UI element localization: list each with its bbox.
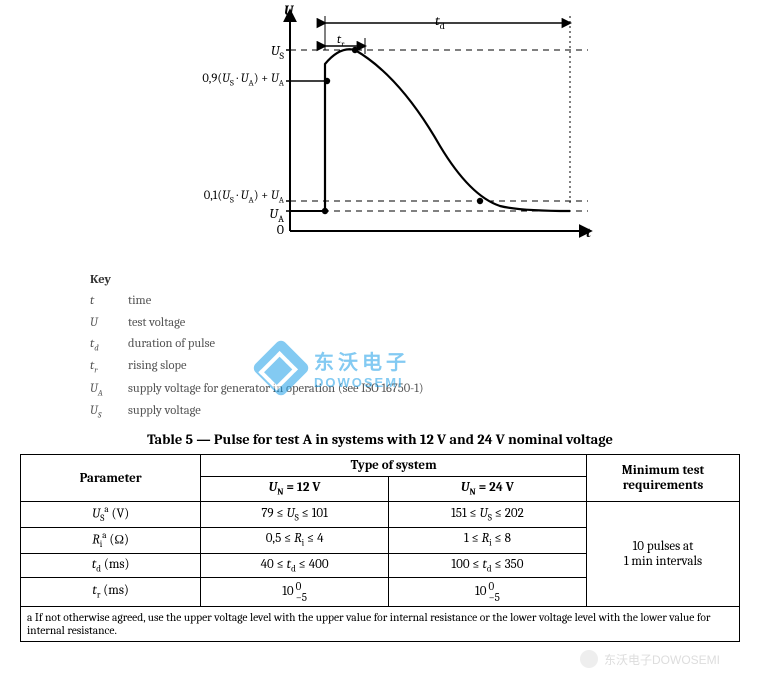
ytick-us: US bbox=[271, 42, 284, 62]
td-minreq: 10 pulses at1 min intervals bbox=[587, 501, 740, 606]
axis-u-label: U bbox=[284, 2, 293, 19]
th-type: Type of system bbox=[201, 455, 587, 477]
spec-table: Parameter Type of system Minimum testreq… bbox=[20, 454, 740, 642]
watermark-logo: 东沃电子 DOWOSEMI bbox=[260, 346, 410, 390]
page: U t td tr US 0,9(US · UA) + UA 0,1(US · … bbox=[0, 6, 760, 686]
key-row: supply voltage bbox=[128, 401, 201, 423]
axis-t-label: t bbox=[586, 224, 591, 241]
key-row: duration of pulse bbox=[128, 334, 215, 356]
pulse-svg bbox=[170, 6, 600, 266]
th-minreq: Minimum testrequirements bbox=[587, 455, 740, 502]
table-row: USa (V) 79 ≤ US ≤ 101 151 ≤ US ≤ 202 10 … bbox=[21, 501, 740, 527]
tr-span-label: tr bbox=[337, 32, 344, 49]
key-row: test voltage bbox=[128, 313, 185, 334]
watermark-footer: 东沃电子DOWOSEMI bbox=[580, 650, 720, 668]
watermark-footer-text: 东沃电子DOWOSEMI bbox=[604, 651, 720, 668]
th-parameter: Parameter bbox=[21, 455, 201, 502]
watermark-en: DOWOSEMI bbox=[314, 375, 410, 390]
th-un12: UN = 12 V bbox=[201, 477, 389, 502]
dowosemi-icon bbox=[251, 338, 310, 397]
watermark-cn: 东沃电子 bbox=[314, 346, 410, 375]
key-legend: Key ttime Utest voltage tdduration of pu… bbox=[90, 270, 740, 423]
td-span-label: td bbox=[435, 12, 445, 32]
table-title: Table 5 — Pulse for test A in systems wi… bbox=[20, 431, 740, 448]
ytick-0: 0 bbox=[277, 221, 284, 238]
key-row: time bbox=[128, 291, 151, 312]
table-footnote: a If not otherwise agreed, use the upper… bbox=[21, 607, 740, 642]
key-row: rising slope bbox=[128, 356, 187, 378]
pulse-diagram: U t td tr US 0,9(US · UA) + UA 0,1(US · … bbox=[170, 6, 600, 266]
wechat-icon bbox=[580, 650, 598, 668]
ytick-01: 0,1(US · UA) + UA bbox=[204, 189, 284, 206]
table-footnote-row: a If not otherwise agreed, use the upper… bbox=[21, 607, 740, 642]
th-un24: UN = 24 V bbox=[388, 477, 586, 502]
ytick-09: 0,9(US · UA) + UA bbox=[202, 72, 284, 89]
key-heading: Key bbox=[90, 270, 740, 291]
